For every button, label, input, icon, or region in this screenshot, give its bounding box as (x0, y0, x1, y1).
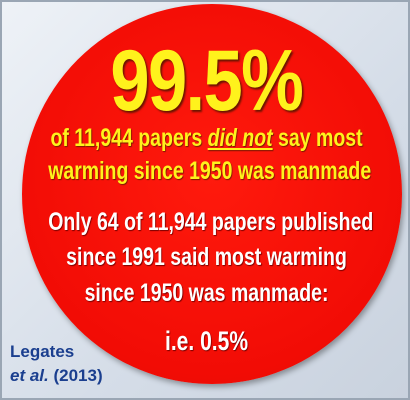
statement-text: say most (278, 124, 363, 152)
statement-emphasis: did not (207, 124, 273, 152)
source-etal: et al. (10, 366, 49, 385)
statement-line: warming since 1950 was manmade (48, 157, 372, 185)
detail-line: since 1991 said most warming (66, 243, 347, 271)
source-year: (2013) (53, 366, 103, 385)
source-author: Legates (10, 342, 75, 361)
red-circle (22, 4, 402, 384)
headline: 99.5% (110, 33, 303, 129)
detail-line: since 1950 was manmade: (84, 279, 329, 307)
source: Legates et al. (2013) (10, 340, 103, 388)
source-line: et al. (2013) (10, 364, 103, 388)
detail-line: Only 64 of 11,944 papers published (48, 208, 374, 236)
statement-text: of 11,944 papers (50, 124, 203, 152)
statement-line: of 11,944 papers did not say most (48, 124, 365, 153)
detail-line: i.e. 0.5% (164, 326, 249, 356)
